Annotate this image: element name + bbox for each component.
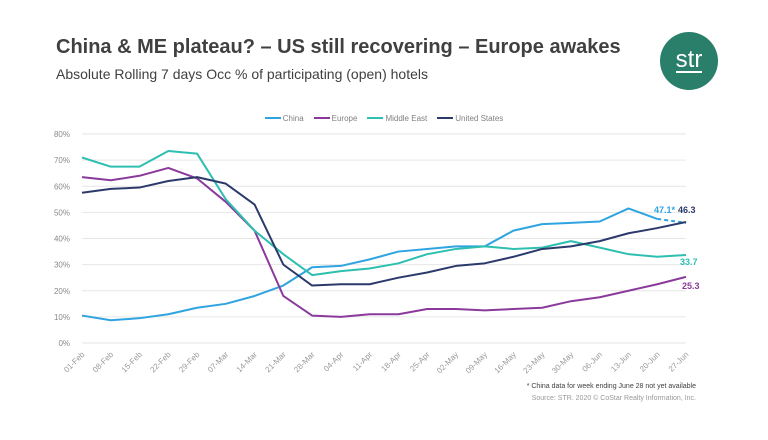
y-tick-label: 40% (54, 235, 70, 244)
x-tick-label: 16-May (493, 350, 518, 375)
x-tick-label: 08-Feb (91, 350, 116, 375)
series-line-united-states (81, 176, 687, 287)
x-tick-label: 11-Apr (351, 350, 374, 373)
legend-swatch (313, 117, 330, 119)
x-tick-label: 13-Jun (609, 350, 633, 374)
x-tick-label: 22-Feb (148, 350, 173, 375)
legend-item: Middle East (367, 114, 427, 123)
europe-end-label: 25.3 (682, 281, 700, 291)
x-tick-label: 06-Jun (580, 350, 604, 374)
x-tick-label: 27-Jun (667, 350, 691, 374)
logo-text: str (675, 46, 703, 73)
legend-item: Europe (313, 113, 358, 123)
legend-item: China (264, 113, 304, 123)
legend-label: Middle East (385, 113, 428, 123)
x-tick-label: 28-Mar (292, 350, 317, 375)
china-end-label: 47.1* (654, 205, 676, 215)
series-line-europe (81, 166, 687, 318)
y-tick-label: 50% (54, 208, 70, 217)
source-note: Source: STR. 2020 © CoStar Realty Inform… (531, 395, 696, 402)
y-tick-label: 0% (58, 339, 70, 348)
x-tick-label: 21-Mar (263, 350, 288, 375)
y-tick-label: 70% (54, 156, 70, 165)
x-tick-label: 15-Feb (120, 350, 145, 375)
y-tick-label: 20% (54, 287, 70, 296)
y-tick-label: 10% (54, 313, 70, 322)
x-tick-label: 07-Mar (206, 350, 231, 375)
x-tick-label: 14-Mar (235, 350, 260, 375)
x-tick-label: 25-Apr (408, 350, 432, 374)
legend-label: Europe (331, 113, 358, 123)
x-tick-label: 02-May (435, 350, 460, 375)
us-end-label: 46.3 (678, 205, 696, 215)
middle-east-end-label: 33.7 (680, 257, 698, 267)
x-tick-label: 29-Feb (177, 350, 202, 375)
legend-item: United States (437, 114, 503, 123)
page-subtitle: Absolute Rolling 7 days Occ % of partici… (56, 66, 428, 82)
y-tick-label: 80% (54, 130, 70, 139)
y-tick-label: 30% (54, 261, 70, 270)
x-tick-label: 09-May (464, 350, 489, 375)
x-tick-label: 01-Feb (62, 350, 87, 375)
series-line-china (81, 207, 658, 322)
legend-label: China (282, 113, 304, 123)
legend-swatch (437, 117, 454, 119)
legend-label: United States (455, 113, 504, 123)
x-tick-label: 23-May (521, 350, 546, 375)
page-title: China & ME plateau? – US still recoverin… (56, 36, 621, 58)
y-tick-label: 60% (54, 182, 70, 191)
x-tick-label: 20-Jun (638, 350, 662, 374)
x-tick-label: 04-Apr (322, 350, 346, 374)
legend-swatch (264, 117, 281, 119)
str-logo: str (660, 32, 718, 90)
legend-swatch (367, 117, 384, 119)
x-tick-label: 18-Apr (379, 350, 403, 374)
x-tick-label: 30-May (550, 350, 575, 375)
footnote: * China data for week ending June 28 not… (526, 383, 696, 390)
chart-legend: China Europe Middle East United States (0, 112, 768, 123)
